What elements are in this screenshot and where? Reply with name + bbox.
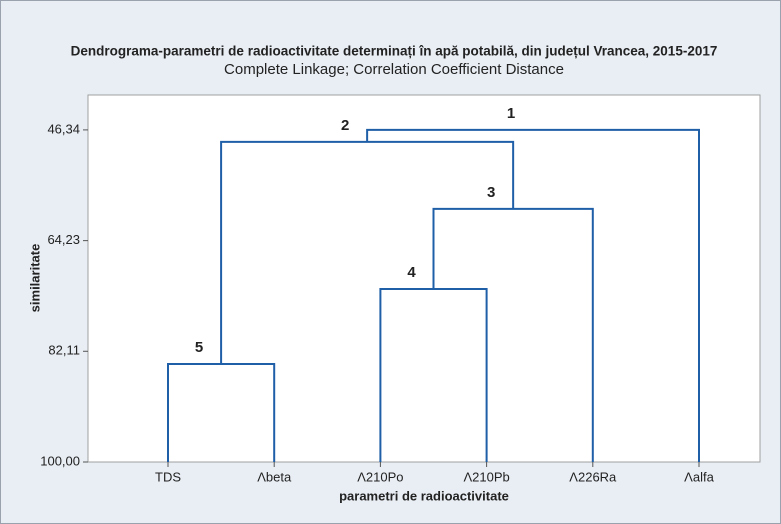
x-tick-label: Λalfa: [684, 469, 714, 484]
cluster-label: 1: [507, 105, 515, 122]
y-tick-label: 64,23: [47, 232, 80, 247]
y-axis-label: similaritate: [27, 244, 42, 313]
x-tick-label: Λ226Ra: [569, 469, 617, 484]
y-tick-label: 82,11: [48, 343, 80, 358]
cluster-label: 4: [407, 264, 416, 281]
x-tick-label: Λ210Pb: [463, 469, 509, 484]
y-tick-label: 46,34: [47, 121, 80, 136]
cluster-label: 5: [195, 339, 203, 356]
chart-title: Dendrograma-parametri de radioactivitate…: [71, 44, 718, 59]
cluster-link: [366, 128, 700, 462]
cluster-label: 3: [487, 184, 495, 201]
x-tick-label: TDS: [155, 469, 181, 484]
x-tick-label: Λ210Po: [357, 469, 403, 484]
x-axis-label: parametri de radioactivitate: [339, 488, 509, 503]
chart-subtitle: Complete Linkage; Correlation Coefficien…: [224, 61, 564, 78]
cluster-link: [220, 140, 515, 364]
cluster-label: 2: [341, 117, 349, 134]
x-tick-label: Λbeta: [257, 469, 292, 484]
y-tick-label: 100,00: [40, 453, 80, 468]
plot-area: [87, 94, 761, 463]
